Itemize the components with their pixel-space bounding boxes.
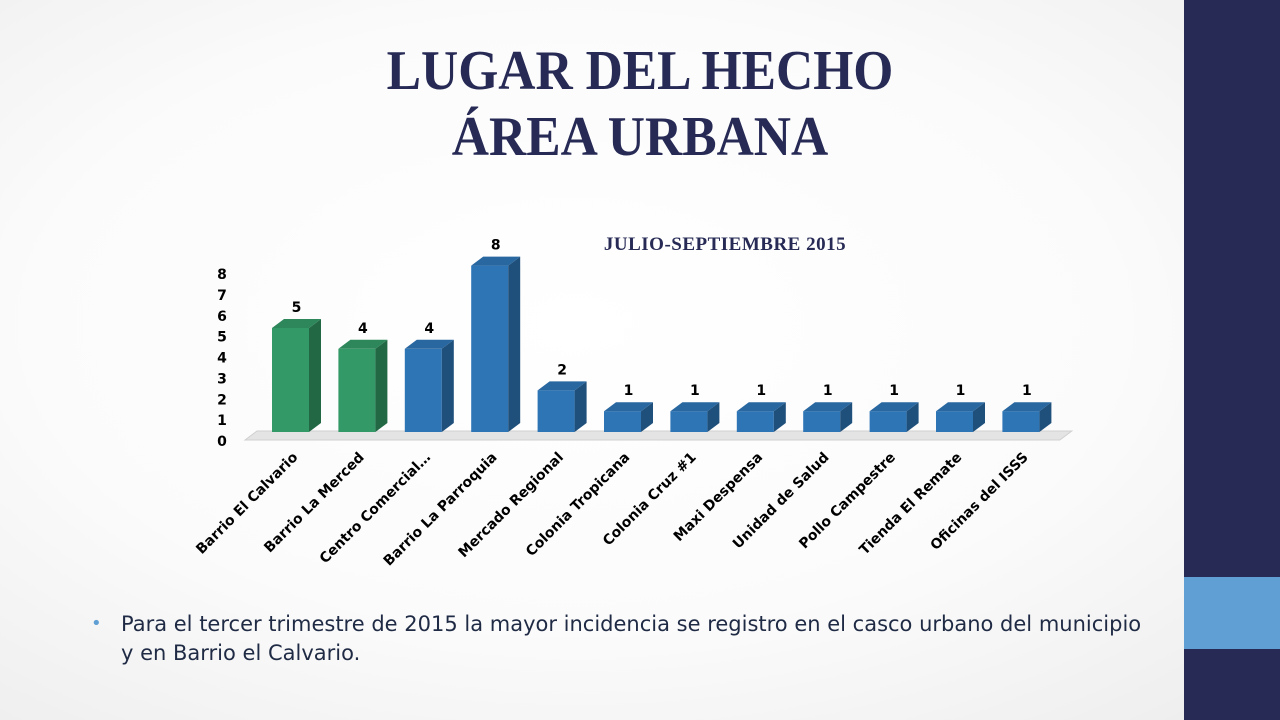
bar-top (471, 256, 521, 266)
bar (471, 265, 509, 432)
data-label: 8 (491, 238, 501, 254)
chart-floor (243, 430, 1074, 441)
bar-side (1039, 402, 1052, 432)
bar-top (604, 402, 653, 412)
data-label: 4 (358, 321, 368, 337)
bar (736, 411, 774, 432)
bar-side (840, 402, 853, 432)
data-label: 1 (690, 383, 700, 399)
y-tick-label: 3 (217, 371, 227, 387)
bar (1002, 411, 1040, 432)
bar-top (803, 402, 853, 412)
bar-top (736, 402, 786, 412)
y-tick-label: 4 (217, 351, 227, 367)
chart-title: JULIO-SEPTIEMBRE 2015 (604, 234, 846, 255)
data-label: 1 (956, 383, 966, 399)
bar-side (773, 402, 786, 432)
bar (803, 411, 841, 432)
bar-top (272, 319, 321, 328)
data-label: 1 (823, 383, 833, 399)
bar-top (1002, 402, 1052, 412)
data-label: 5 (292, 300, 302, 316)
data-label: 1 (624, 383, 634, 399)
slide-title: LUGAR DEL HECHO ÁREA URBANA (51, 38, 1229, 170)
y-tick-label: 2 (217, 392, 227, 408)
bar-top (869, 402, 919, 412)
bar (869, 411, 907, 432)
bar (670, 411, 708, 432)
bar-top (936, 402, 985, 412)
bar-side (973, 402, 985, 432)
bar-side (641, 402, 653, 432)
bar (338, 348, 376, 432)
x-tick-label: Barrio La Parroquia (381, 450, 501, 570)
bar-top (670, 402, 720, 412)
y-tick-label: 5 (217, 330, 227, 346)
bar-side (508, 256, 521, 432)
bar (604, 411, 641, 432)
bar (404, 348, 442, 432)
bullet-dot: • (91, 613, 102, 634)
bullet-text: Para el tercer trimestre de 2015 la mayo… (121, 612, 1142, 665)
data-label: 1 (1022, 383, 1032, 399)
y-tick-label: 0 (217, 434, 227, 450)
title-line-1: LUGAR DEL HECHO (386, 40, 894, 102)
y-tick-label: 6 (217, 309, 227, 325)
x-tick-label: Centro Comercial… (317, 450, 434, 567)
y-tick-label: 7 (217, 288, 227, 304)
bar-side (707, 402, 720, 432)
bar (936, 411, 973, 432)
bar (272, 328, 309, 432)
bar-side (309, 319, 321, 432)
bullet-point: • Para el tercer trimestre de 2015 la ma… (91, 610, 1157, 668)
bar-top (338, 339, 388, 349)
data-label: 2 (557, 362, 567, 378)
y-tick-label: 8 (217, 267, 227, 283)
bar-side (375, 339, 388, 432)
data-label: 1 (756, 383, 766, 399)
title-line-2: ÁREA URBANA (451, 106, 829, 168)
y-tick-label: 1 (217, 413, 227, 429)
bar-side (906, 402, 919, 432)
bar-side (441, 339, 454, 432)
bar-top (404, 339, 454, 349)
bar-side (574, 381, 587, 432)
data-label: 1 (889, 383, 899, 399)
data-label: 4 (424, 321, 434, 337)
side-accent-block (1184, 577, 1280, 649)
bar (537, 390, 575, 432)
bar-top (537, 381, 587, 391)
